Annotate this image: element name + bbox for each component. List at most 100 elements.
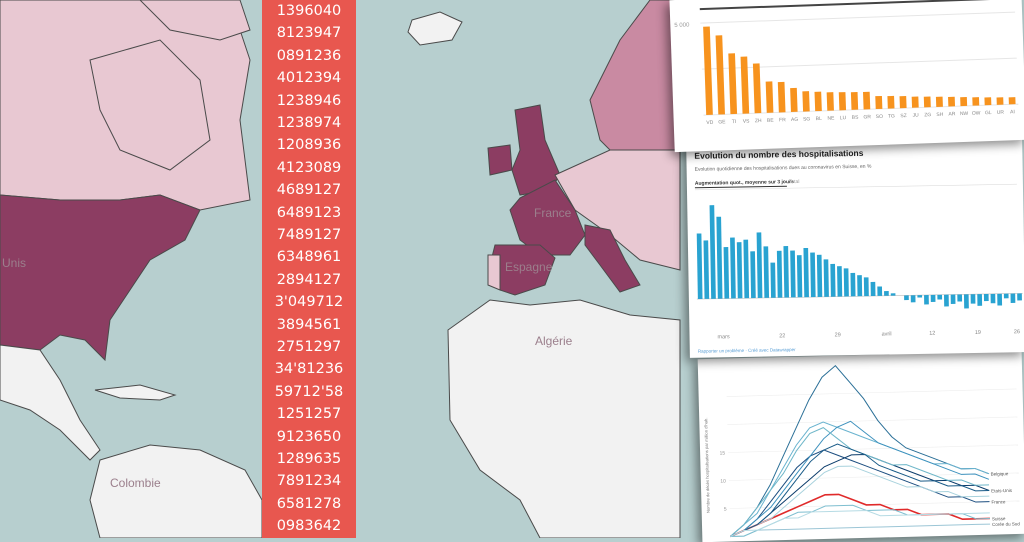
bar [871, 282, 876, 296]
series-line [728, 446, 990, 537]
map-label-france: France [534, 206, 571, 220]
bar [716, 35, 725, 114]
bar [857, 275, 862, 296]
series-label: Etats-Unis [991, 488, 1013, 494]
bar [851, 92, 858, 110]
series-label: Corée du Sud [992, 521, 1020, 527]
bar [912, 97, 919, 108]
strip-number: 9123650 [262, 426, 356, 448]
bar [827, 92, 834, 111]
x-tick-label: GE [718, 119, 726, 125]
strip-number: 1251257 [262, 403, 356, 425]
bar [997, 97, 1004, 105]
strip-number: 6489123 [262, 202, 356, 224]
gridline [727, 389, 1017, 397]
bar [977, 294, 982, 306]
strip-number: 2751297 [262, 336, 356, 358]
bar [844, 268, 849, 296]
bar [777, 251, 782, 298]
bar [815, 92, 822, 112]
bar [964, 294, 969, 308]
x-tick-label: OW [972, 110, 981, 116]
strip-number: 3894561 [262, 314, 356, 336]
bar [850, 273, 855, 296]
x-tick-label: VS [743, 118, 751, 124]
x-tick-label: 22 [779, 333, 785, 339]
bar [984, 294, 989, 301]
bar [1009, 97, 1016, 104]
bar [770, 263, 775, 298]
strip-number: 0983642 [262, 515, 356, 537]
gridline [728, 445, 1018, 453]
x-tick-label: 29 [835, 332, 841, 338]
x-tick-label: TI [732, 119, 737, 125]
bar [830, 264, 835, 297]
bar [891, 293, 896, 295]
gridline [727, 417, 1017, 425]
strip-number: 4123089 [262, 157, 356, 179]
strip-number: 6581278 [262, 493, 356, 515]
strip-number: 8123947 [262, 22, 356, 44]
bar [778, 82, 786, 113]
bar [810, 253, 815, 298]
bar [697, 233, 703, 299]
x-tick-label: AG [791, 117, 799, 123]
x-tick-label: BS [852, 115, 860, 121]
bar [802, 91, 809, 111]
chart-source[interactable]: Rapporter un problème · Créé avec Datawr… [698, 347, 796, 354]
bar [824, 259, 829, 297]
bar [710, 205, 716, 299]
bar [1011, 294, 1016, 303]
bar [944, 295, 949, 307]
bar [743, 240, 749, 299]
bar [817, 255, 822, 297]
series-line [730, 524, 990, 536]
bar [936, 97, 943, 107]
strip-number: 7891234 [262, 470, 356, 492]
bar [837, 266, 842, 296]
x-tick-label: 12 [929, 331, 935, 337]
bar [757, 232, 763, 298]
x-tick-label: AI [1010, 109, 1015, 115]
tab-total[interactable]: Total [789, 179, 800, 185]
x-tick-label: TG [888, 113, 895, 119]
bar [904, 295, 909, 300]
bar [863, 92, 870, 110]
x-tick-label: GL [985, 110, 992, 116]
strip-number: 2894127 [262, 269, 356, 291]
x-tick-label: UR [997, 110, 1005, 116]
bar [839, 92, 846, 110]
x-tick-label: AR [948, 111, 956, 117]
y-tick-label: 15 [719, 451, 725, 457]
series-line [730, 507, 990, 536]
x-tick-label: mars [717, 334, 730, 340]
bar [957, 294, 962, 301]
bar [951, 295, 956, 304]
x-tick-label: FR [779, 117, 786, 123]
bar [741, 56, 750, 113]
bar [960, 97, 967, 106]
x-tick-label: JU [912, 113, 919, 119]
map-label-colombia: Colombie [110, 476, 161, 490]
tab-daily[interactable]: Augmentation quot., moyenne sur 3 jours [695, 179, 794, 187]
x-tick-label: GR [863, 114, 871, 120]
strip-number: 4012394 [262, 67, 356, 89]
strip-number: 0891236 [262, 45, 356, 67]
bar [704, 240, 710, 299]
bar [884, 291, 889, 296]
bar [917, 295, 922, 297]
strip-number: 3'049712 [262, 291, 356, 313]
bar [737, 242, 743, 298]
y-tick-label: 10 [720, 479, 726, 485]
bar [783, 246, 789, 298]
bar [803, 248, 809, 297]
strip-number: 1289635 [262, 448, 356, 470]
bar [877, 286, 882, 295]
bar [716, 217, 722, 299]
y-tick-label: 5 000 [674, 22, 690, 29]
x-tick-label: BL [816, 116, 823, 122]
bar [991, 294, 996, 303]
